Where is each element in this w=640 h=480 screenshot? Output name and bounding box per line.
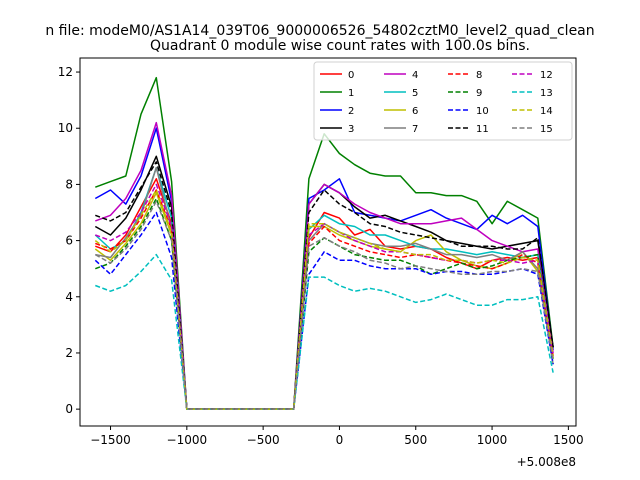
legend-label-10: 10 <box>476 106 489 117</box>
y-tick-label: 4 <box>65 290 73 304</box>
x-offset-label: +5.008e8 <box>517 455 576 469</box>
legend-label-8: 8 <box>476 70 482 81</box>
y-tick-label: 10 <box>58 121 73 135</box>
legend-frame <box>313 61 573 141</box>
series-line-15 <box>94 200 554 410</box>
legend-label-11: 11 <box>476 124 489 135</box>
legend-label-14: 14 <box>540 106 553 117</box>
y-tick-label: 8 <box>65 177 73 191</box>
x-tick-label: 1000 <box>477 433 508 447</box>
x-tick-label: −500 <box>247 433 280 447</box>
series-line-12 <box>95 183 554 410</box>
series-line-11 <box>95 161 554 410</box>
series-line-4 <box>95 121 554 410</box>
x-axis: −1500 −1000 −500 0 500 1000 1500 <box>90 426 584 447</box>
legend-label-15: 15 <box>540 124 553 135</box>
legend-label-6: 6 <box>412 106 418 117</box>
chart-title: Quadrant 0 module wise count rates with … <box>150 38 530 54</box>
x-tick-label: 0 <box>336 433 344 447</box>
y-tick-label: 12 <box>58 65 73 79</box>
legend-label-5: 5 <box>412 88 418 99</box>
legend-label-0: 0 <box>348 70 354 81</box>
figure-suptitle: n file: modeM0/AS1A14_039T06_9000006526_… <box>45 23 594 39</box>
plot-frame <box>79 57 577 427</box>
y-tick-label: 2 <box>65 346 73 360</box>
series-line-13 <box>95 253 554 410</box>
y-tick-label: 0 <box>65 402 73 416</box>
x-tick-label: −1000 <box>167 433 208 447</box>
legend-label-4: 4 <box>412 70 418 81</box>
x-tick-label: −1500 <box>90 433 131 447</box>
x-tick-label: 500 <box>404 433 427 447</box>
legend-label-9: 9 <box>476 88 482 99</box>
legend-label-1: 1 <box>348 88 354 99</box>
legend-label-12: 12 <box>540 70 553 81</box>
legend-label-7: 7 <box>412 124 418 135</box>
y-axis: 0 2 4 6 8 10 12 <box>58 65 80 416</box>
x-tick-label: 1500 <box>553 433 584 447</box>
y-tick-label: 6 <box>65 234 73 248</box>
series-layer <box>94 76 554 410</box>
legend-label-3: 3 <box>348 124 354 135</box>
legend-label-2: 2 <box>348 106 354 117</box>
legend-label-13: 13 <box>540 88 553 99</box>
